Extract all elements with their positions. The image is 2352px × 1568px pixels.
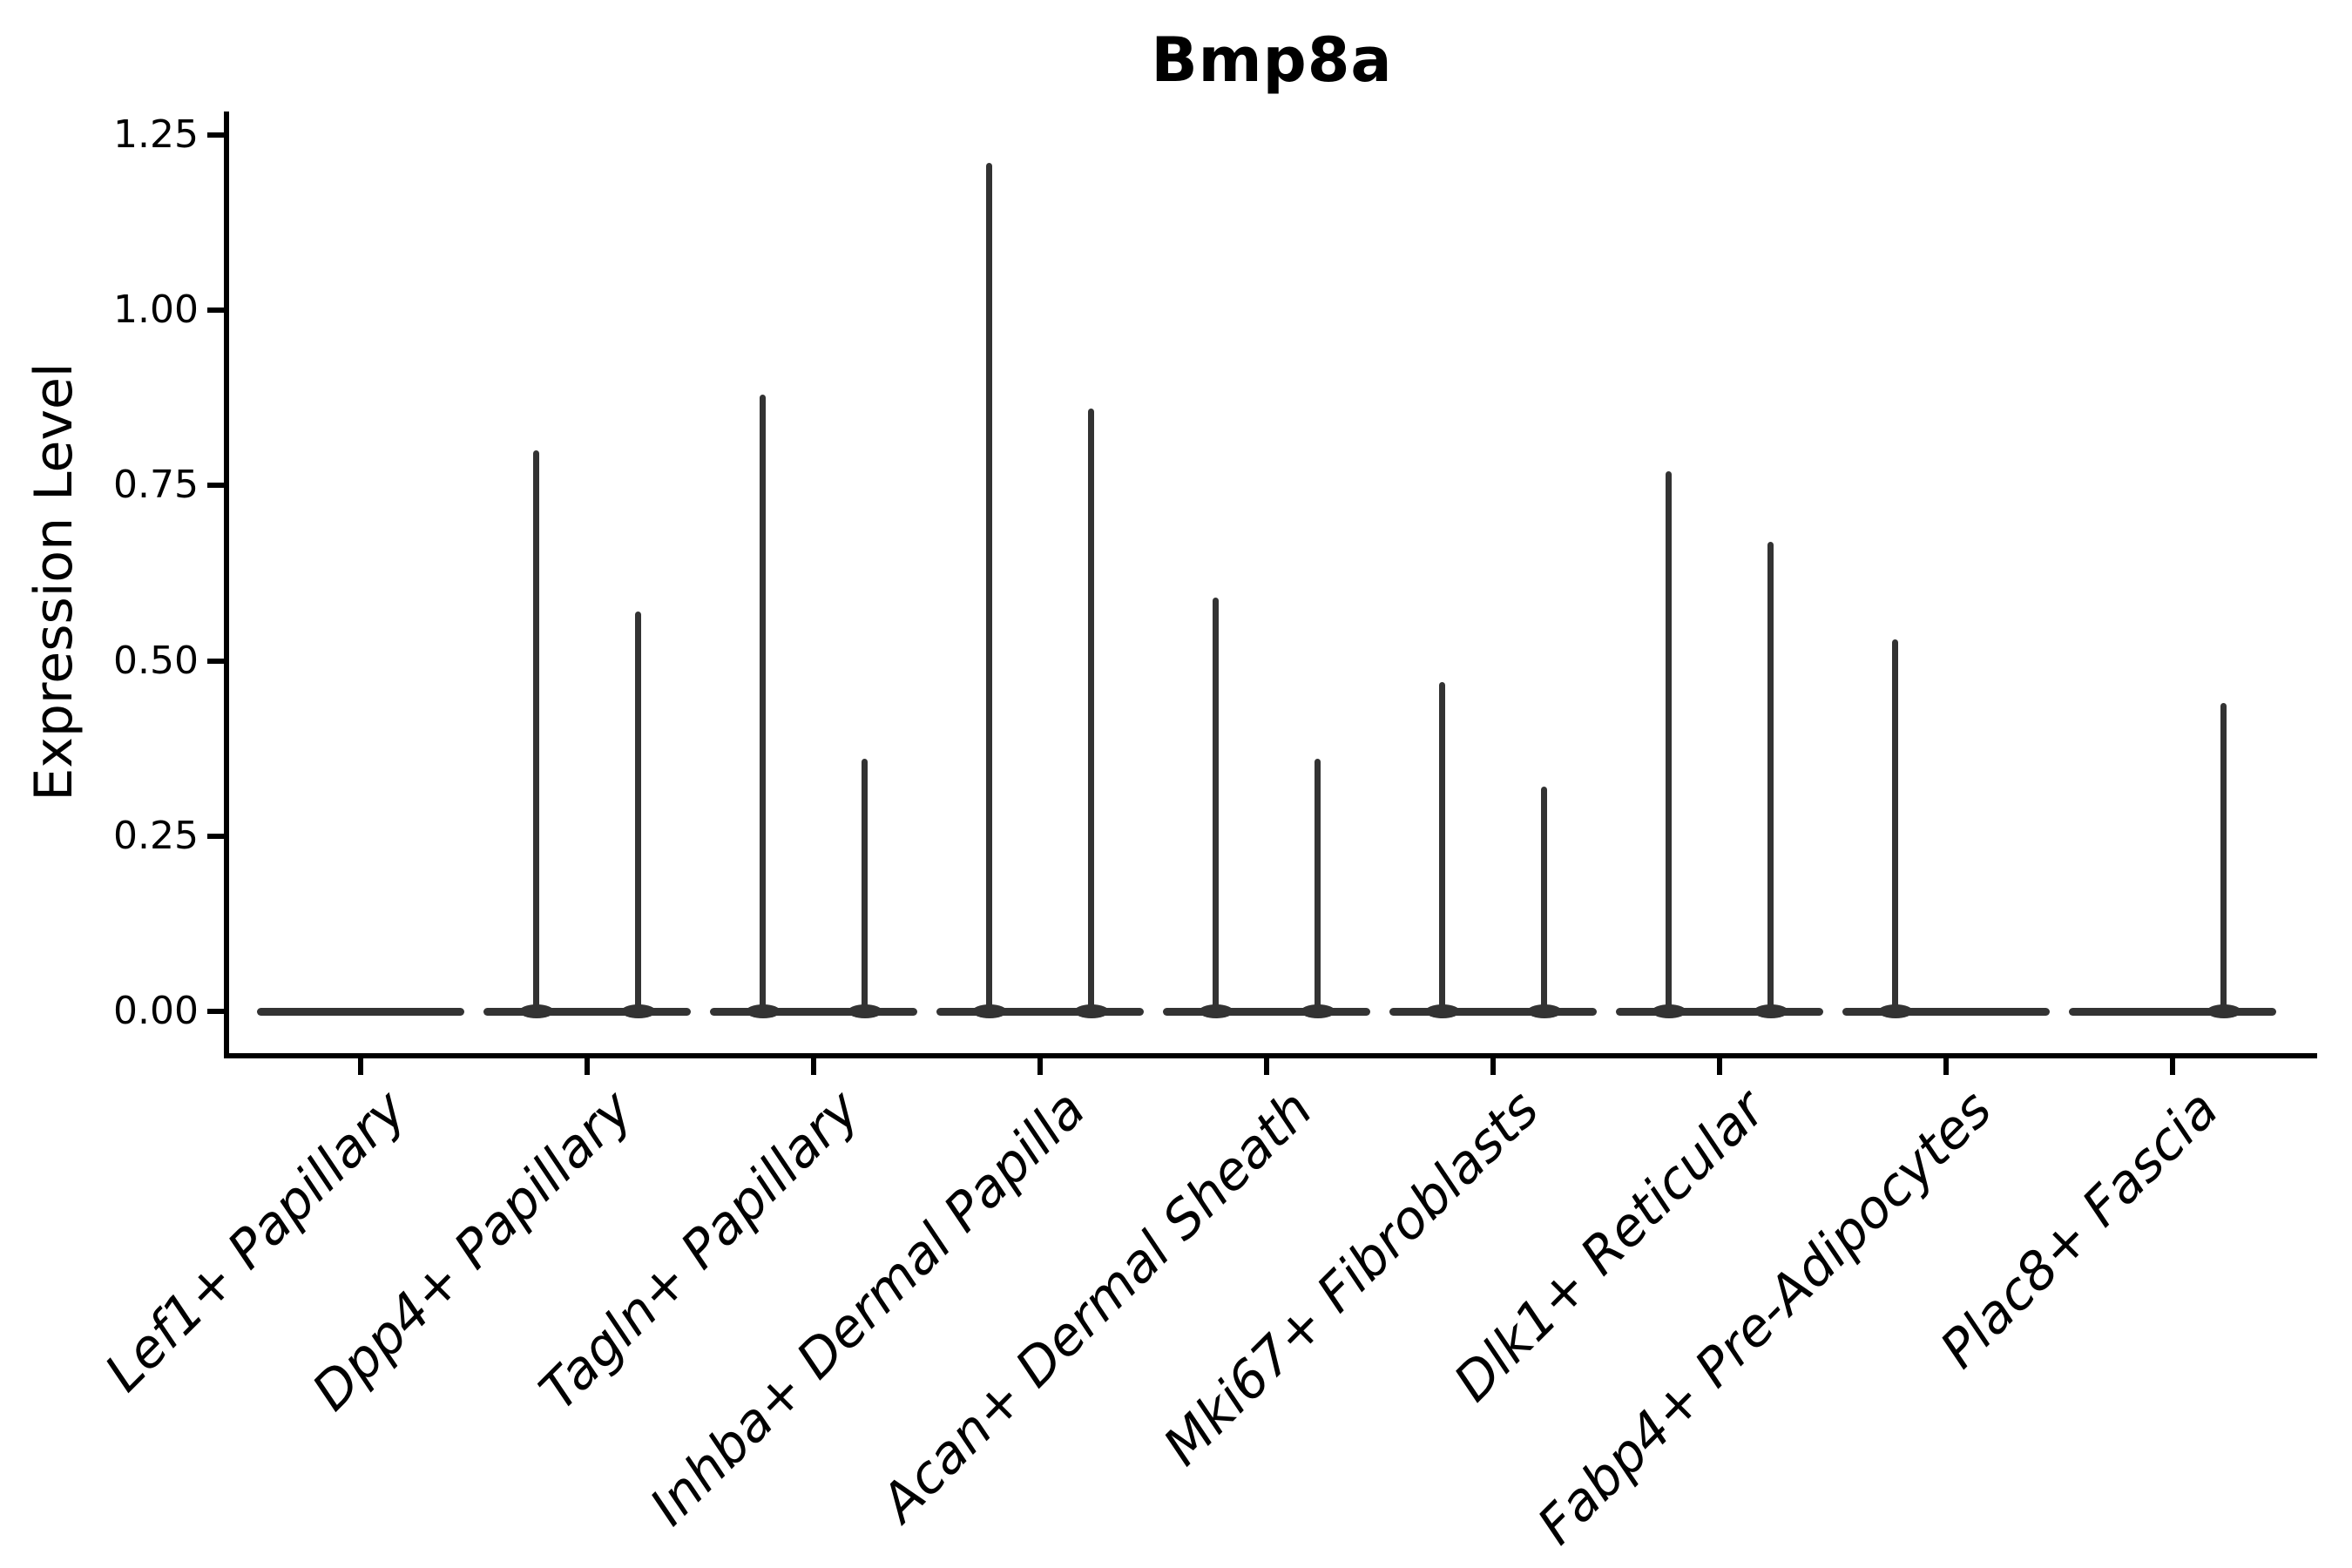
violin-spike — [635, 612, 641, 1011]
violin-spike — [1439, 681, 1445, 1011]
violin-base — [1163, 1007, 1370, 1016]
y-tick-label: 1.00 — [113, 287, 199, 333]
violin-spike-flare — [1424, 1004, 1460, 1018]
violin-spike-flare — [1877, 1004, 1913, 1018]
violin-base — [1842, 1007, 2050, 1016]
violin-spike-flare — [1526, 1004, 1562, 1018]
violin-spike — [1541, 787, 1547, 1011]
y-tick-label: 0.25 — [113, 813, 199, 858]
x-tick-label: Mki67+ Fibroblasts — [1152, 1078, 1551, 1478]
y-tick-mark — [207, 1009, 225, 1014]
violin-spike-flare — [847, 1004, 882, 1018]
chart-title: Bmp8a — [1151, 24, 1393, 96]
x-tick-mark — [1264, 1056, 1269, 1075]
violin-spike-flare — [1651, 1004, 1686, 1018]
x-tick-mark — [1490, 1056, 1496, 1075]
violin-base — [2069, 1007, 2276, 1016]
y-tick-mark — [207, 833, 225, 839]
violin-spike-flare — [971, 1004, 1007, 1018]
y-tick-label: 0.00 — [113, 989, 199, 1033]
violin-base — [710, 1007, 917, 1016]
violin-spike — [1767, 541, 1774, 1011]
y-tick-mark — [207, 658, 225, 664]
violin-spike — [533, 450, 539, 1011]
violin-spike — [1213, 598, 1219, 1011]
y-tick-mark — [207, 308, 225, 314]
violin-spike-flare — [620, 1004, 656, 1018]
x-tick-mark — [1037, 1056, 1043, 1075]
x-axis-spine — [224, 1053, 2317, 1058]
violin-spike-flare — [745, 1004, 781, 1018]
y-axis-spine — [224, 112, 229, 1058]
violin-base — [1389, 1007, 1597, 1016]
violin-base — [1616, 1007, 1823, 1016]
violin-spike-flare — [1300, 1004, 1335, 1018]
x-tick-mark — [2170, 1056, 2175, 1075]
violin-base — [483, 1007, 691, 1016]
violin-spike — [2220, 702, 2227, 1011]
violin-spike — [1666, 471, 1672, 1011]
violin-spike-flare — [2206, 1004, 2241, 1018]
x-tick-label: Inhba+ Dermal Papilla — [639, 1078, 1098, 1538]
y-tick-mark — [207, 483, 225, 489]
x-tick-mark — [811, 1056, 816, 1075]
violin-spike — [1088, 408, 1094, 1011]
violin-base — [257, 1007, 464, 1016]
violin-spike-flare — [1198, 1004, 1233, 1018]
x-tick-mark — [358, 1056, 363, 1075]
violin-base — [936, 1007, 1144, 1016]
violin-spike — [986, 163, 992, 1011]
x-tick-mark — [1943, 1056, 1949, 1075]
y-axis-label: Expression Level — [24, 362, 84, 801]
y-tick-mark — [207, 132, 225, 138]
violin-spike — [862, 759, 868, 1011]
x-tick-label: Acan+ Dermal Sheath — [868, 1078, 1324, 1534]
violin-spike-flare — [518, 1004, 554, 1018]
y-tick-label: 0.50 — [113, 638, 199, 683]
violin-spike — [1892, 639, 1898, 1011]
x-tick-label: Fabp4+ Pre-Adipocytes — [1525, 1078, 2004, 1557]
violin-spike — [1315, 759, 1321, 1011]
violin-spike — [760, 394, 766, 1011]
x-tick-mark — [1717, 1056, 1722, 1075]
y-tick-label: 1.25 — [113, 112, 199, 157]
violin-spike-flare — [1073, 1004, 1109, 1018]
x-tick-mark — [585, 1056, 590, 1075]
violin-spike-flare — [1753, 1004, 1788, 1018]
y-tick-label: 0.75 — [113, 463, 199, 508]
